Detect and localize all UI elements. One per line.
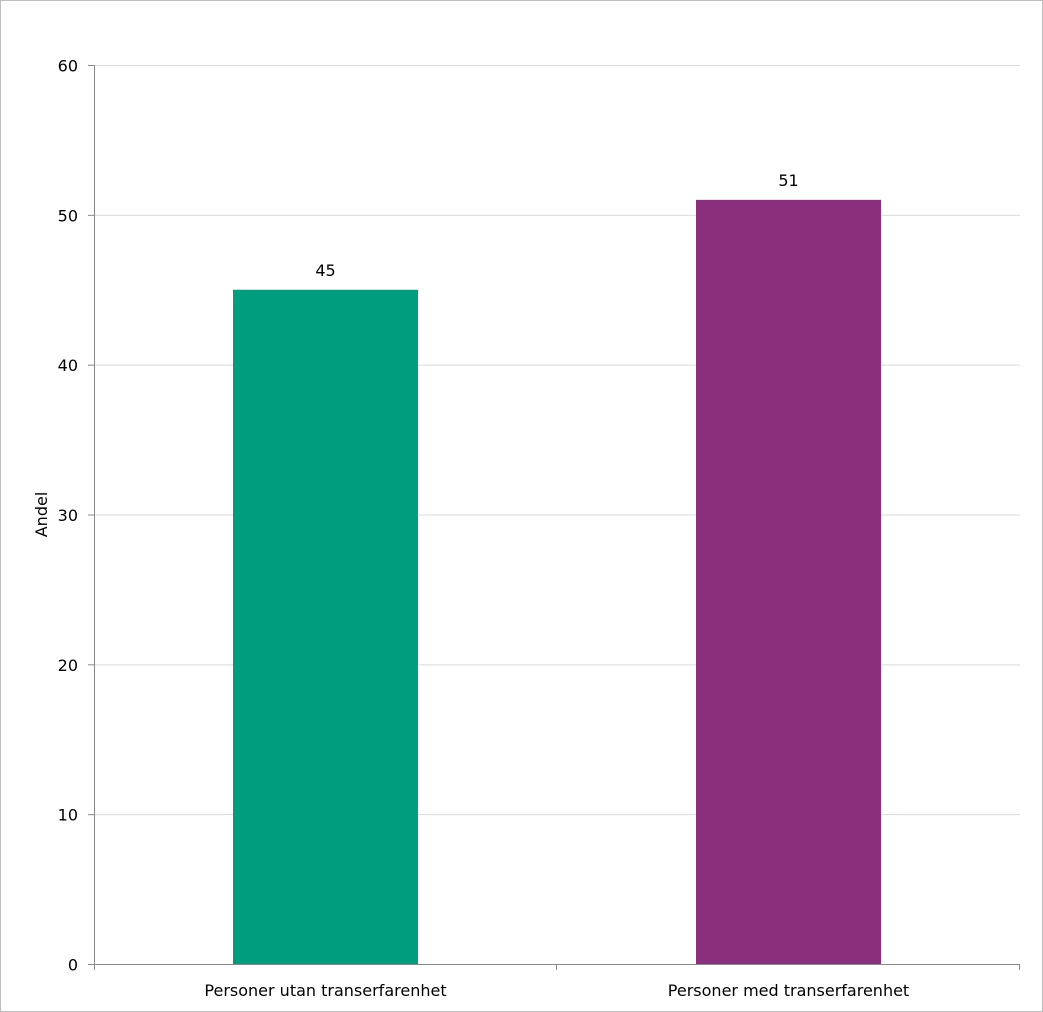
y-tick-label-10: 10: [58, 806, 78, 825]
y-tick-label-60: 60: [58, 57, 78, 76]
y-tick-label-30: 30: [58, 506, 78, 525]
data-label-1: 45: [315, 261, 335, 280]
bar-2: [696, 199, 881, 965]
y-tick-labels: 0 10 20 30 40 50 60: [58, 57, 78, 975]
x-category-labels: Personer utan transerfarenhet Personer me…: [204, 981, 909, 1000]
data-labels: 45 51: [315, 171, 798, 280]
y-tick-label-0: 0: [68, 956, 78, 975]
bar-1: [233, 289, 418, 964]
y-tick-label-40: 40: [58, 356, 78, 375]
y-tick-label-20: 20: [58, 656, 78, 675]
y-axis-title: Andel: [32, 492, 51, 538]
bars: [233, 199, 881, 965]
data-label-2: 51: [778, 171, 798, 190]
x-category-label-2: Personer med transerfarenhet: [668, 981, 909, 1000]
y-tick-label-50: 50: [58, 206, 78, 225]
axes: [94, 65, 1020, 965]
x-category-label-1: Personer utan transerfarenhet: [204, 981, 446, 1000]
